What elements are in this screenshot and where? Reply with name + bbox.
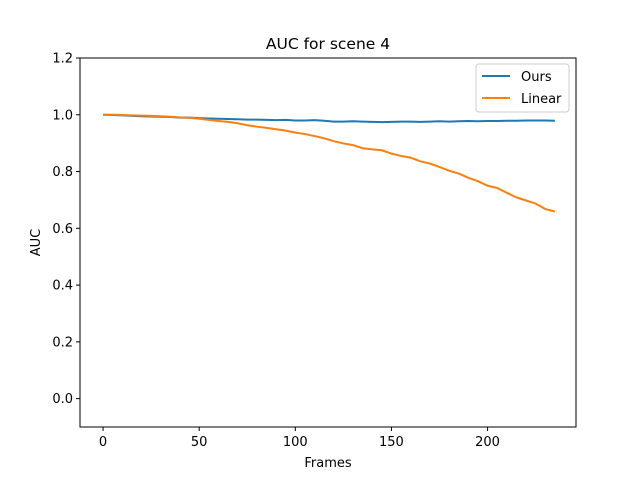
y-tick-label: 1.2 [52,52,73,67]
y-tick-label: 1.0 [52,108,73,123]
x-axis-ticks: 0 50 100 150 200 [99,427,500,450]
y-axis-ticks: 0.0 0.2 0.4 0.6 0.8 1.0 1.2 [52,52,80,407]
legend: Ours Linear [475,63,570,113]
x-axis-label: Frames [304,456,352,471]
y-tick-label: 0.6 [52,222,73,237]
y-axis-label: AUC [29,229,44,257]
x-tick-label: 50 [191,435,208,450]
legend-label-linear: Linear [521,92,562,107]
y-tick-label: 0.2 [52,335,73,350]
legend-label-ours: Ours [521,70,552,85]
series-layer [103,113,556,213]
y-tick-label: 0.0 [52,392,73,407]
y-tick-label: 0.4 [52,279,73,294]
x-tick-label: 100 [283,435,308,450]
series-line-linear [103,113,556,213]
chart-title: AUC for scene 4 [266,35,390,53]
x-tick-label: 150 [379,435,404,450]
plot-frame [79,57,577,428]
x-tick-label: 0 [99,435,107,450]
y-tick-label: 0.8 [52,165,73,180]
x-tick-label: 200 [475,435,500,450]
